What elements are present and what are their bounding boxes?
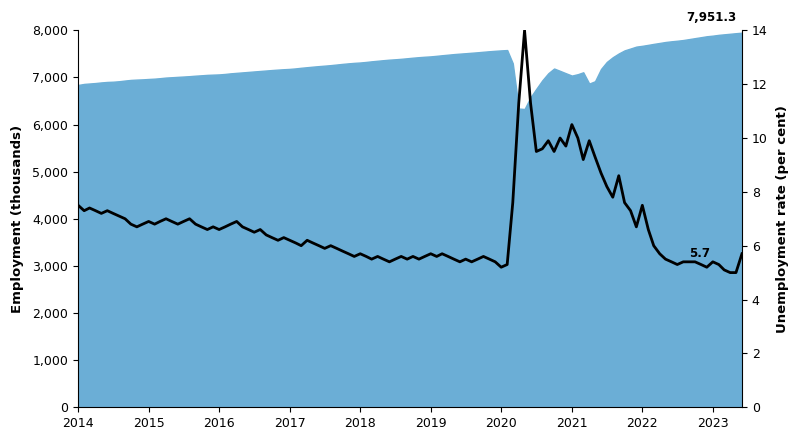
Y-axis label: Employment (thousands): Employment (thousands)	[11, 125, 24, 313]
Text: 5.7: 5.7	[689, 247, 710, 260]
Y-axis label: Unemployment rate (per cent): Unemployment rate (per cent)	[776, 105, 789, 333]
Text: 7,951.3: 7,951.3	[686, 11, 737, 24]
